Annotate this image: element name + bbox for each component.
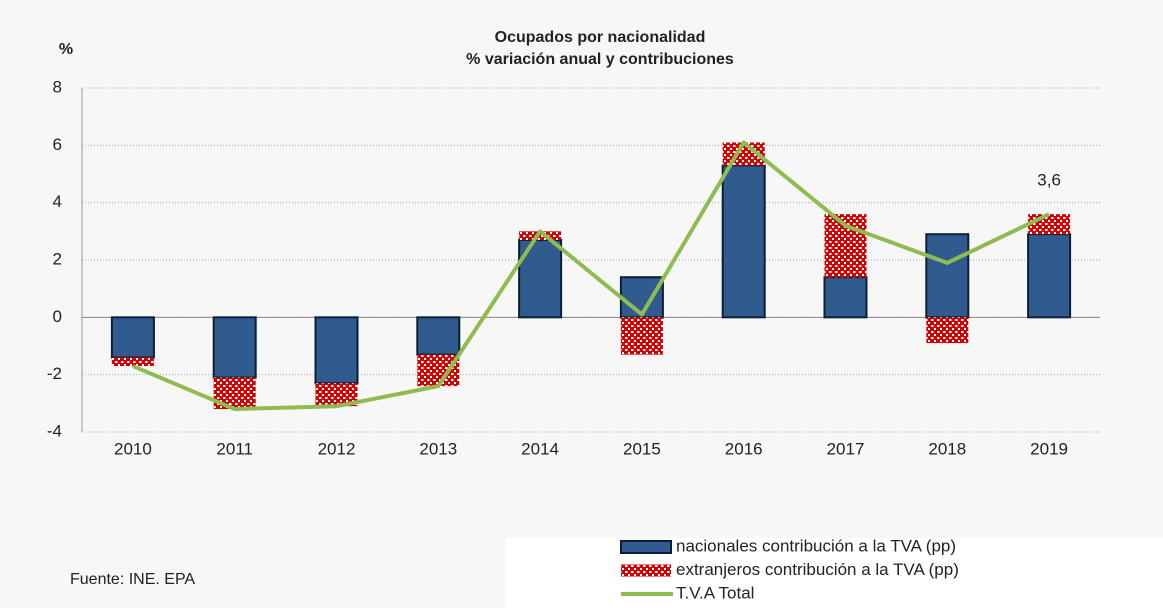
chart-subtitle: % variación anual y contribuciones (466, 51, 734, 68)
x-tick-label: 2012 (318, 439, 356, 458)
bar (519, 231, 562, 240)
x-tick-label: 2019 (1030, 439, 1068, 458)
x-tick-label: 2014 (521, 439, 559, 458)
chart-title: Ocupados por nacionalidad (495, 29, 706, 46)
x-tick-label: 2015 (623, 439, 661, 458)
bar (314, 316, 359, 385)
y-tick-label: -2 (47, 364, 62, 383)
x-tick-label: 2018 (928, 439, 966, 458)
y-tick-label: 4 (53, 192, 62, 211)
x-tick-label: 2010 (114, 439, 152, 458)
legend-label: nacionales contribución a la TVA (pp) (676, 536, 956, 555)
x-tick-label: 2016 (725, 439, 763, 458)
legend-label: extranjeros contribución a la TVA (pp) (676, 560, 959, 579)
y-tick-label: 0 (53, 307, 62, 326)
legend-label: T.V.A Total (676, 583, 754, 602)
bar (721, 164, 766, 319)
legend-swatch (621, 564, 671, 577)
bar (111, 357, 154, 367)
y-axis-label: % (59, 41, 73, 58)
x-tick-label: 2017 (827, 439, 865, 458)
bar (315, 383, 358, 407)
x-tick-label: 2011 (216, 439, 253, 458)
bar (416, 316, 461, 356)
bar (110, 316, 155, 359)
bar (417, 354, 460, 387)
source: Fuente: INE. EPA (70, 571, 195, 588)
bar (1027, 233, 1072, 319)
x-tick-label: 2013 (419, 439, 457, 458)
y-tick-label: 8 (53, 77, 62, 96)
bar (1028, 214, 1071, 235)
y-tick-label: -4 (47, 421, 62, 440)
legend-swatch (620, 540, 672, 554)
bar (212, 316, 257, 379)
bar (823, 276, 868, 319)
line (132, 140, 1050, 412)
legend-box (505, 538, 1163, 608)
bar (925, 233, 970, 319)
bar (620, 317, 663, 355)
y-tick-label: 6 (53, 135, 62, 154)
y-tick-label: 2 (53, 249, 62, 268)
bar (926, 317, 969, 344)
data-label: 3,6 (1037, 171, 1061, 190)
